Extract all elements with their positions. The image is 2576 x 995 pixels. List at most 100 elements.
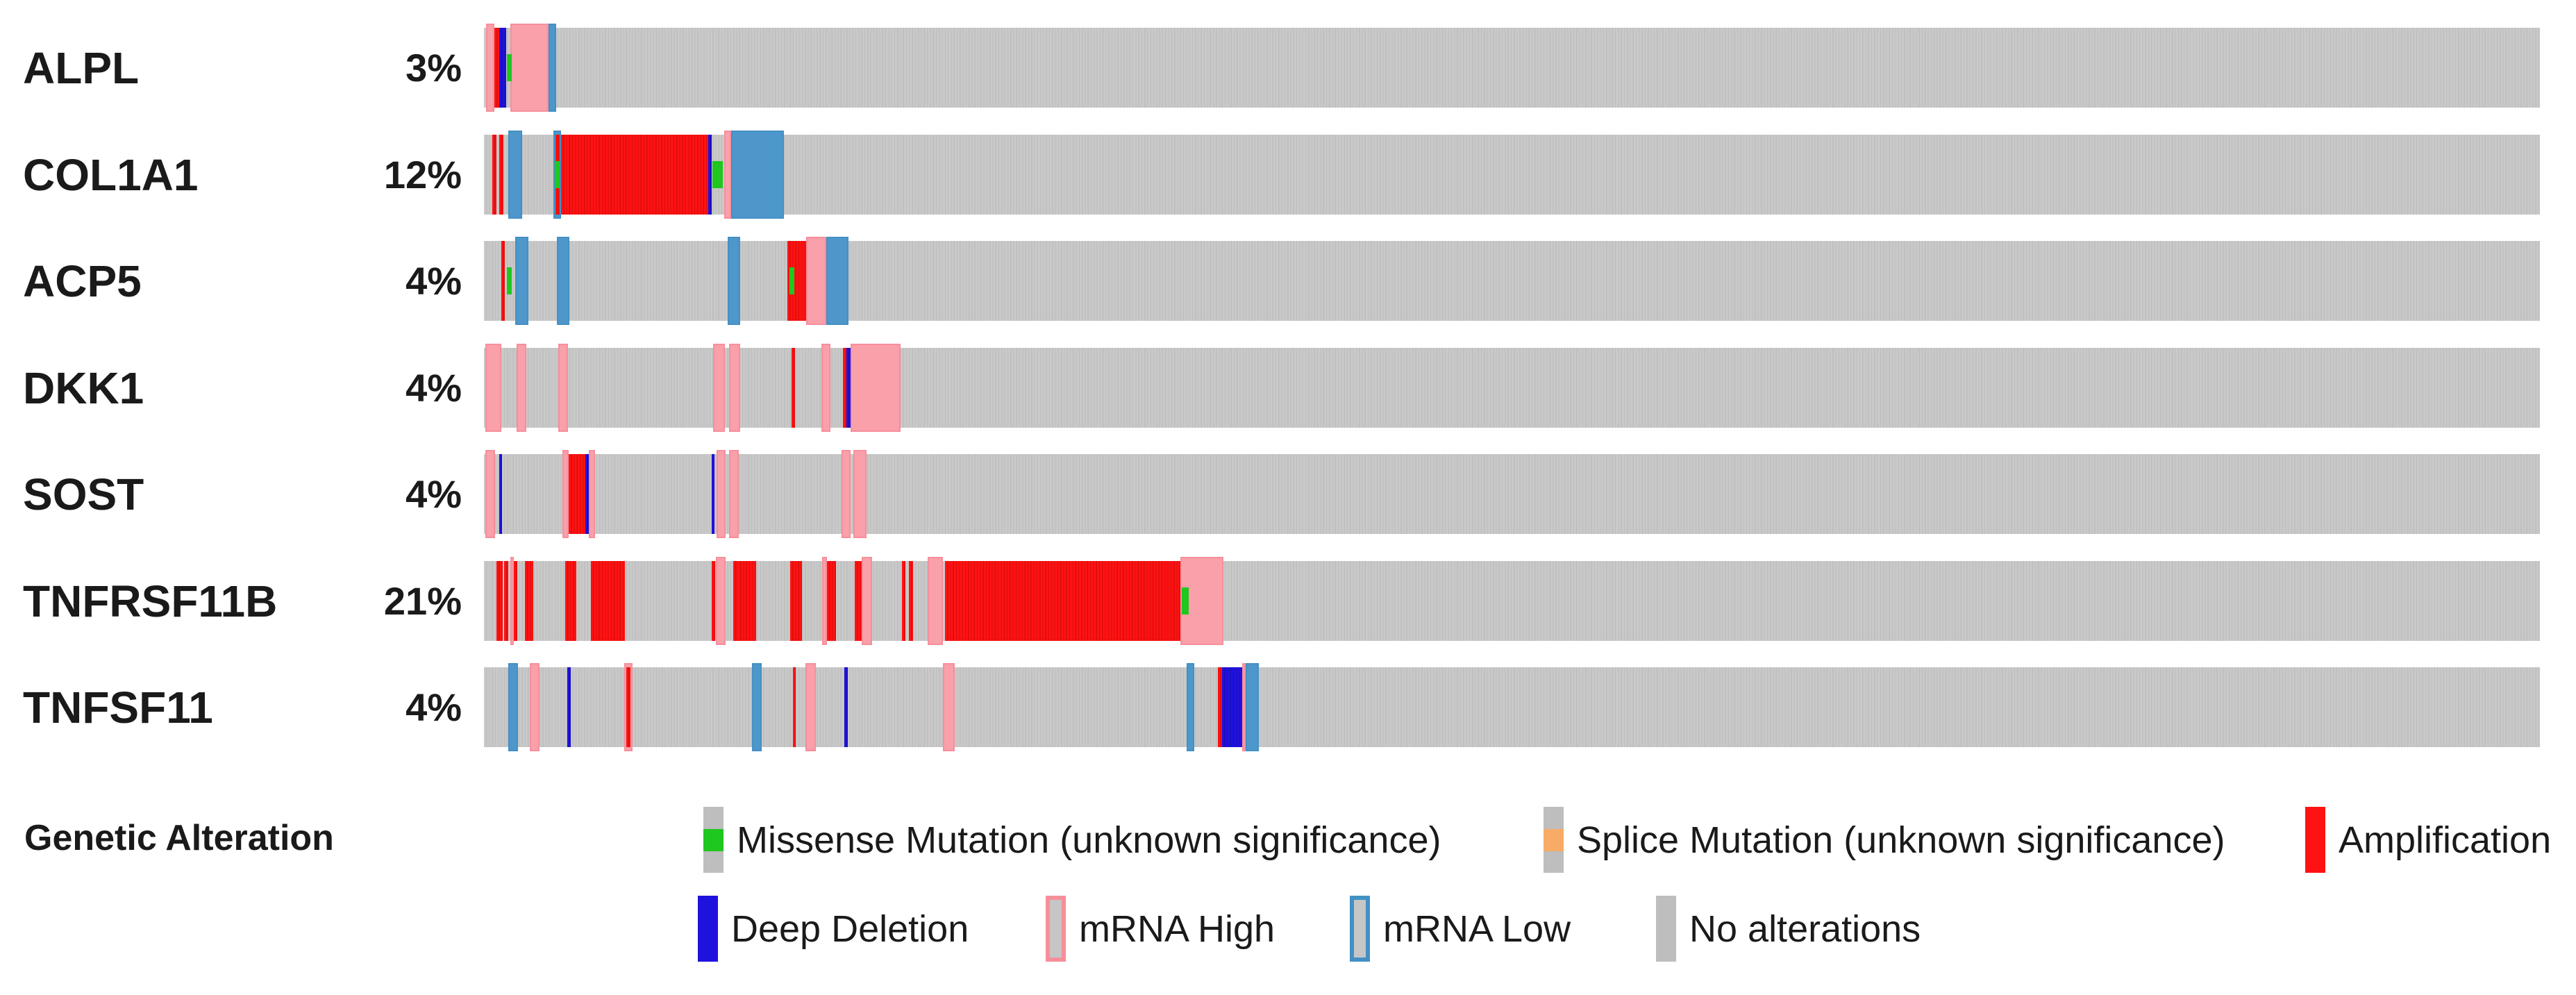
legend-label: Amplification xyxy=(2339,819,2552,861)
alteration-segment-del xyxy=(708,135,712,215)
legend-label: Missense Mutation (unknown significance) xyxy=(737,819,1441,861)
alteration-segment-del xyxy=(1222,667,1242,747)
alteration-segment-del xyxy=(499,28,506,108)
alteration-segment-low xyxy=(515,237,528,325)
alteration-segment-amp xyxy=(591,561,625,641)
alteration-frequency-label: 12% xyxy=(383,153,462,197)
alteration-segment-del xyxy=(844,667,848,747)
alteration-segment-del xyxy=(846,348,851,428)
alteration-segment-del xyxy=(712,454,714,534)
alteration-segment-amp xyxy=(525,561,533,641)
gene-row-sost: SOST 4% xyxy=(0,450,2576,538)
alteration-segment-high xyxy=(713,344,725,432)
legend-label: Splice Mutation (unknown significance) xyxy=(1577,819,2225,861)
alteration-segment-mis xyxy=(1182,587,1189,614)
alteration-segment-high xyxy=(729,450,739,538)
legend-title: Genetic Alteration xyxy=(24,818,334,858)
alteration-segment-high xyxy=(558,344,568,432)
gene-label: ACP5 xyxy=(23,256,142,306)
alteration-segment-amp xyxy=(499,135,503,215)
alteration-track xyxy=(484,237,2540,325)
alteration-segment-high xyxy=(716,557,726,645)
alteration-segment-low xyxy=(549,24,556,112)
alteration-segment-high xyxy=(517,344,526,432)
legend-swatch-low-icon xyxy=(1350,896,1370,962)
alteration-segment-amp xyxy=(561,135,708,215)
alteration-segment-del xyxy=(567,667,571,747)
gene-row-dkk1: DKK1 4% xyxy=(0,344,2576,432)
alteration-segment-high xyxy=(530,663,540,751)
alteration-segment-amp xyxy=(569,454,585,534)
alteration-segment-high xyxy=(562,450,569,538)
alteration-segment-del xyxy=(499,454,502,534)
alteration-segment-low xyxy=(752,663,762,751)
alteration-track xyxy=(484,663,2540,751)
alteration-segment-amp xyxy=(909,561,913,641)
alteration-segment-amp xyxy=(855,561,862,641)
alteration-segment-high xyxy=(821,344,830,432)
legend-swatch-amp-icon xyxy=(2305,807,2325,873)
alteration-segment-high xyxy=(485,450,495,538)
alteration-segment-low xyxy=(826,237,848,325)
gene-label: TNFSF11 xyxy=(23,682,213,733)
alteration-segment-mis xyxy=(789,267,794,294)
alteration-segment-amp xyxy=(843,348,846,428)
gene-label: SOST xyxy=(23,469,144,519)
legend-label: mRNA Low xyxy=(1383,908,1571,950)
alteration-segment-amp xyxy=(712,561,715,641)
alteration-segment-amp xyxy=(626,667,630,747)
alteration-track xyxy=(484,450,2540,538)
alteration-track xyxy=(484,131,2540,219)
alteration-segment-amp xyxy=(496,561,503,641)
alteration-segment-low xyxy=(728,237,740,325)
alteration-segment-low xyxy=(731,131,784,219)
alteration-segment-high xyxy=(724,131,731,219)
alteration-segment-high xyxy=(928,557,943,645)
alteration-segment-low xyxy=(1187,663,1194,751)
alteration-segment-low xyxy=(508,663,518,751)
alteration-segment-high xyxy=(943,663,955,751)
alteration-segment-high xyxy=(486,24,494,112)
alteration-segment-amp xyxy=(514,561,517,641)
alteration-segment-amp xyxy=(501,241,505,321)
alteration-segment-mis xyxy=(507,54,512,81)
alteration-frequency-label: 4% xyxy=(405,685,462,729)
gene-row-col1a1: COL1A1 12% xyxy=(0,131,2576,219)
alteration-segment-amp xyxy=(790,561,802,641)
alteration-segment-amp xyxy=(945,561,1180,641)
legend-label: Deep Deletion xyxy=(731,908,969,950)
alteration-segment-high xyxy=(851,344,901,432)
alteration-segment-amp xyxy=(827,561,836,641)
alteration-track xyxy=(484,557,2540,645)
alteration-track xyxy=(484,24,2540,112)
alteration-segment-high xyxy=(862,557,872,645)
alteration-segment-high xyxy=(589,450,595,538)
alteration-segment-high xyxy=(853,450,867,538)
alteration-track xyxy=(484,344,2540,432)
legend-swatch-spl-icon xyxy=(1544,807,1564,873)
gene-row-acp5: ACP5 4% xyxy=(0,237,2576,325)
alteration-segment-del xyxy=(585,454,589,534)
gene-row-alpl: ALPL 3% xyxy=(0,24,2576,112)
alteration-frequency-label: 3% xyxy=(405,46,462,90)
alteration-segment-amp xyxy=(504,561,508,641)
alteration-segment-high xyxy=(717,450,726,538)
alteration-segment-high xyxy=(510,557,514,645)
gene-label: DKK1 xyxy=(23,362,144,413)
alteration-segment-mis xyxy=(712,161,723,188)
alteration-segment-amp xyxy=(1218,667,1222,747)
alteration-segment-high xyxy=(842,450,851,538)
alteration-segment-high xyxy=(510,24,549,112)
alteration-segment-low xyxy=(557,237,569,325)
alteration-segment-amp xyxy=(792,348,795,428)
alteration-segment-amp xyxy=(738,561,756,641)
alteration-segment-high xyxy=(729,344,740,432)
legend-swatch-high-icon xyxy=(1046,896,1066,962)
gene-label: ALPL xyxy=(23,42,140,93)
alteration-segment-high xyxy=(1242,663,1246,751)
alteration-frequency-label: 21% xyxy=(383,579,462,623)
alteration-segment-amp xyxy=(494,28,500,108)
alteration-segment-mis xyxy=(555,161,560,188)
alteration-frequency-label: 4% xyxy=(405,366,462,410)
